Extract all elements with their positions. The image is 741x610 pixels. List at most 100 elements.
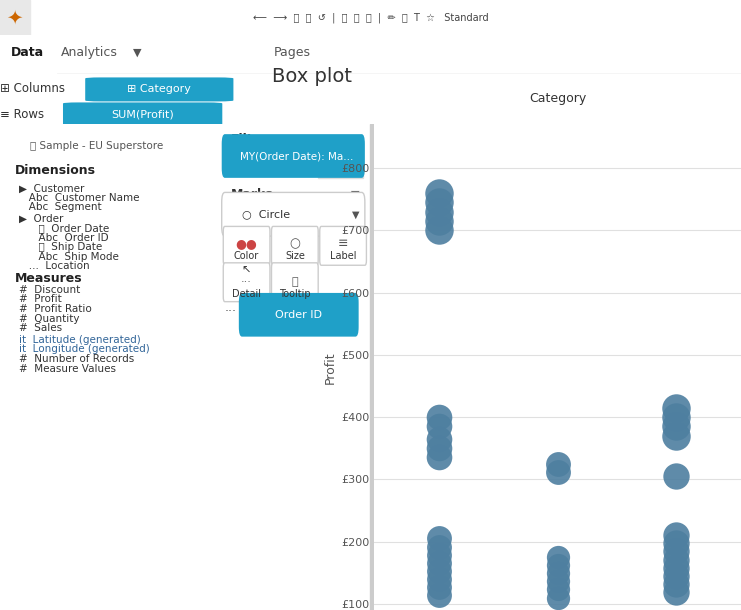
Text: Order ID: Order ID <box>275 310 322 320</box>
Text: Dimensions: Dimensions <box>15 164 96 177</box>
Text: #  Discount: # Discount <box>19 284 80 295</box>
Text: ...  Location: ... Location <box>19 261 90 271</box>
Text: #  Profit Ratio: # Profit Ratio <box>19 304 91 314</box>
Point <box>433 188 445 198</box>
Text: ≡: ≡ <box>338 237 348 250</box>
Text: Abc  Segment: Abc Segment <box>19 203 102 212</box>
Point <box>433 216 445 226</box>
Text: #  Number of Records: # Number of Records <box>19 354 134 364</box>
Point <box>433 542 445 551</box>
Text: Data: Data <box>11 46 44 59</box>
Y-axis label: Profit: Profit <box>324 351 337 384</box>
Text: ▼: ▼ <box>352 209 359 219</box>
Point <box>670 539 682 548</box>
Text: SUM(Profit): SUM(Profit) <box>111 109 174 120</box>
Point <box>433 225 445 235</box>
Text: #  Profit: # Profit <box>19 294 62 304</box>
Point <box>433 590 445 600</box>
Point <box>551 552 564 562</box>
Point <box>670 422 682 431</box>
FancyBboxPatch shape <box>271 263 318 302</box>
Text: Measures: Measures <box>15 272 82 285</box>
Point <box>551 584 564 594</box>
Point <box>670 472 682 481</box>
FancyBboxPatch shape <box>222 192 365 236</box>
Text: Pages: Pages <box>274 46 311 59</box>
Text: Category: Category <box>529 92 586 105</box>
Text: ▼: ▼ <box>133 48 142 58</box>
Point <box>433 412 445 422</box>
Bar <box>318 161 363 178</box>
Text: ●●: ●● <box>236 237 257 250</box>
Point <box>433 582 445 592</box>
Text: Detail: Detail <box>232 289 261 300</box>
FancyBboxPatch shape <box>222 134 365 178</box>
Point <box>551 569 564 578</box>
Point <box>433 422 445 431</box>
Point <box>433 574 445 584</box>
Text: it  Latitude (generated): it Latitude (generated) <box>19 334 141 345</box>
Text: ▼: ▼ <box>351 190 360 200</box>
Point <box>551 576 564 586</box>
Text: Analytics: Analytics <box>61 46 117 59</box>
Point <box>433 434 445 443</box>
Text: Color: Color <box>234 251 259 260</box>
FancyBboxPatch shape <box>223 226 270 265</box>
Text: ···: ··· <box>225 305 237 318</box>
Text: ⊞  🔍: ⊞ 🔍 <box>262 165 285 176</box>
Point <box>551 593 564 603</box>
Text: #  Measure Values: # Measure Values <box>19 364 116 374</box>
Text: 📅  Ship Date: 📅 Ship Date <box>19 242 102 252</box>
Text: ▶  Order: ▶ Order <box>19 214 63 224</box>
Text: ▶  Customer: ▶ Customer <box>19 184 84 193</box>
Text: 📅  Order Date: 📅 Order Date <box>19 223 109 234</box>
Text: 💬: 💬 <box>291 278 298 287</box>
Text: ✦: ✦ <box>7 8 23 27</box>
Point <box>670 531 682 540</box>
Point <box>670 412 682 422</box>
Text: it  Longitude (generated): it Longitude (generated) <box>19 344 150 354</box>
Point <box>551 561 564 570</box>
Point <box>433 566 445 576</box>
Point <box>433 534 445 544</box>
FancyBboxPatch shape <box>85 77 233 101</box>
Text: Abc  Customer Name: Abc Customer Name <box>19 193 139 203</box>
Point <box>433 443 445 453</box>
Text: Size: Size <box>285 251 305 260</box>
FancyBboxPatch shape <box>271 226 318 265</box>
Point <box>670 587 682 597</box>
Point <box>433 198 445 207</box>
Text: Filters: Filters <box>231 132 276 146</box>
Text: ↖: ↖ <box>242 265 251 275</box>
Point <box>670 403 682 412</box>
Text: Box plot: Box plot <box>271 66 351 85</box>
Point <box>670 554 682 564</box>
Text: Marks: Marks <box>231 188 273 201</box>
Text: MY(Order Date): Ma...: MY(Order Date): Ma... <box>239 151 353 161</box>
Text: #  Sales: # Sales <box>19 323 62 334</box>
Point <box>670 431 682 440</box>
Text: ⊞ Columns: ⊞ Columns <box>0 82 65 95</box>
Point <box>433 550 445 559</box>
Point <box>551 467 564 476</box>
Point <box>433 453 445 462</box>
Point <box>670 547 682 556</box>
Point <box>551 459 564 468</box>
Point <box>433 558 445 567</box>
Text: Label: Label <box>330 251 356 260</box>
Text: Abc  Order ID: Abc Order ID <box>19 233 108 243</box>
Bar <box>0 0 30 35</box>
Text: ≡ Rows: ≡ Rows <box>0 108 44 121</box>
Text: ○  Circle: ○ Circle <box>242 209 290 219</box>
Bar <box>0 35 56 74</box>
Bar <box>370 124 374 610</box>
FancyBboxPatch shape <box>239 293 359 337</box>
Text: Abc  Ship Mode: Abc Ship Mode <box>19 251 119 262</box>
Text: ···: ··· <box>241 278 252 287</box>
Point <box>670 571 682 581</box>
Text: ○: ○ <box>290 237 300 250</box>
Text: 🌐 Sample - EU Superstore: 🌐 Sample - EU Superstore <box>30 142 163 151</box>
Point <box>670 579 682 589</box>
Text: ⟵  ⟶  💾  📋  ↺  |  📊  📈  🗂  |  ✏  📎  T  ☆   Standard: ⟵ ⟶ 💾 📋 ↺ | 📊 📈 🗂 | ✏ 📎 T ☆ Standard <box>253 12 488 23</box>
Text: #  Quantity: # Quantity <box>19 314 79 324</box>
